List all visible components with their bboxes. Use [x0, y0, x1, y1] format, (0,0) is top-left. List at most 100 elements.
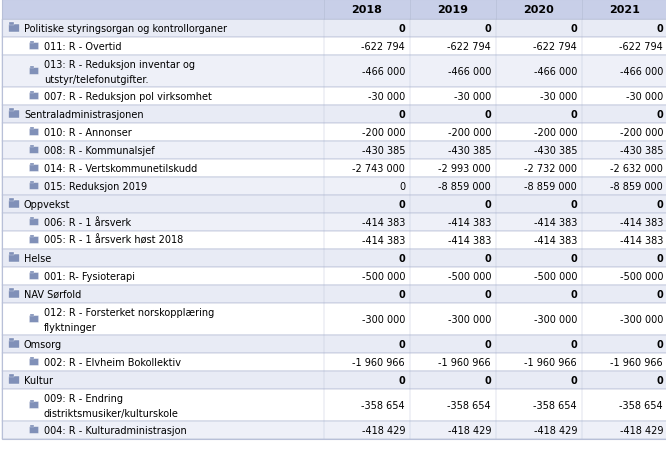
Text: distriktsmusiker/kulturskole: distriktsmusiker/kulturskole	[44, 408, 179, 419]
Text: 0: 0	[656, 339, 663, 349]
FancyBboxPatch shape	[29, 359, 39, 366]
FancyBboxPatch shape	[9, 340, 19, 348]
Text: -622 794: -622 794	[448, 42, 491, 52]
Text: -1 960 966: -1 960 966	[610, 357, 663, 367]
Bar	[2, 231, 666, 249]
Text: -430 385: -430 385	[533, 146, 577, 156]
Bar	[9, 198, 13, 201]
Bar	[2, 88, 666, 106]
Text: 0: 0	[570, 24, 577, 34]
FancyBboxPatch shape	[29, 219, 39, 226]
Text: Kultur: Kultur	[24, 375, 53, 385]
Text: 010: R - Annonser: 010: R - Annonser	[44, 128, 132, 138]
Text: -430 385: -430 385	[362, 146, 405, 156]
Bar	[2, 20, 666, 38]
Bar	[2, 304, 666, 335]
Text: -358 654: -358 654	[448, 400, 491, 410]
Text: 2021: 2021	[609, 5, 641, 15]
Bar	[30, 357, 33, 359]
Bar	[2, 249, 666, 267]
Text: 001: R- Fysioterapi: 001: R- Fysioterapi	[44, 272, 135, 281]
Text: -300 000: -300 000	[362, 314, 405, 324]
Text: -622 794: -622 794	[533, 42, 577, 52]
Text: -622 794: -622 794	[619, 42, 663, 52]
FancyBboxPatch shape	[29, 147, 39, 154]
Text: -418 429: -418 429	[619, 425, 663, 435]
Text: -414 383: -414 383	[448, 217, 491, 227]
Text: Helse: Helse	[24, 253, 51, 263]
Text: -2 993 000: -2 993 000	[438, 164, 491, 174]
Text: -414 383: -414 383	[362, 217, 405, 227]
Bar	[30, 128, 33, 130]
Text: 0: 0	[656, 253, 663, 263]
Bar	[2, 38, 666, 56]
Text: 0: 0	[656, 290, 663, 299]
Text: -418 429: -418 429	[448, 425, 491, 435]
Text: -200 000: -200 000	[533, 128, 577, 138]
Bar	[30, 67, 33, 69]
Bar	[30, 146, 33, 147]
Text: 0: 0	[570, 110, 577, 120]
Bar	[9, 288, 13, 291]
Text: 0: 0	[484, 290, 491, 299]
Text: 0: 0	[656, 199, 663, 210]
Text: 0: 0	[398, 110, 405, 120]
Bar	[9, 253, 13, 255]
Bar	[2, 371, 666, 389]
Text: -418 429: -418 429	[533, 425, 577, 435]
FancyBboxPatch shape	[29, 237, 39, 244]
Text: -358 654: -358 654	[533, 400, 577, 410]
Bar	[2, 142, 666, 160]
Bar	[2, 389, 666, 421]
Text: 0: 0	[484, 339, 491, 349]
Text: -30 000: -30 000	[539, 92, 577, 102]
Text: -466 000: -466 000	[448, 67, 491, 77]
Text: -414 383: -414 383	[619, 217, 663, 227]
Bar	[2, 178, 666, 196]
Text: -414 383: -414 383	[448, 235, 491, 245]
Text: -8 859 000: -8 859 000	[610, 182, 663, 192]
FancyBboxPatch shape	[29, 273, 39, 280]
Text: flyktninger: flyktninger	[44, 322, 97, 332]
FancyBboxPatch shape	[29, 183, 39, 190]
Text: -1 960 966: -1 960 966	[438, 357, 491, 367]
FancyBboxPatch shape	[9, 25, 19, 33]
Bar	[2, 196, 666, 213]
FancyBboxPatch shape	[9, 201, 19, 208]
Bar	[30, 181, 33, 184]
Text: Sentraladministrasjonen: Sentraladministrasjonen	[24, 110, 144, 120]
Text: -414 383: -414 383	[533, 217, 577, 227]
FancyBboxPatch shape	[29, 316, 39, 323]
Text: utstyr/telefonutgifter.: utstyr/telefonutgifter.	[44, 75, 149, 85]
Text: -2 632 000: -2 632 000	[610, 164, 663, 174]
Text: Omsorg: Omsorg	[24, 339, 62, 349]
Text: -2 743 000: -2 743 000	[352, 164, 405, 174]
FancyBboxPatch shape	[9, 254, 19, 262]
Text: -200 000: -200 000	[448, 128, 491, 138]
Text: 005: R - 1 årsverk høst 2018: 005: R - 1 årsverk høst 2018	[44, 235, 183, 246]
Text: -200 000: -200 000	[619, 128, 663, 138]
Bar	[9, 23, 13, 25]
Text: 015: Reduksjon 2019: 015: Reduksjon 2019	[44, 182, 147, 192]
Text: -30 000: -30 000	[626, 92, 663, 102]
Text: -414 383: -414 383	[362, 235, 405, 245]
Bar	[30, 235, 33, 238]
Bar	[30, 314, 33, 316]
Text: 0: 0	[398, 290, 405, 299]
Text: 008: R - Kommunalsjef: 008: R - Kommunalsjef	[44, 146, 155, 156]
Text: 0: 0	[398, 375, 405, 385]
Text: Politiske styringsorgan og kontrollorganer: Politiske styringsorgan og kontrollorgan…	[24, 24, 227, 34]
Text: -466 000: -466 000	[533, 67, 577, 77]
Text: -622 794: -622 794	[361, 42, 405, 52]
Text: 0: 0	[484, 110, 491, 120]
Bar	[30, 425, 33, 427]
Text: 006: R - 1 årsverk: 006: R - 1 årsverk	[44, 217, 131, 227]
Text: -414 383: -414 383	[619, 235, 663, 245]
Text: 0: 0	[656, 375, 663, 385]
Text: 0: 0	[484, 253, 491, 263]
Text: 0: 0	[398, 199, 405, 210]
Text: 011: R - Overtid: 011: R - Overtid	[44, 42, 121, 52]
Text: 2020: 2020	[523, 5, 554, 15]
FancyBboxPatch shape	[9, 290, 19, 299]
Text: -418 429: -418 429	[362, 425, 405, 435]
